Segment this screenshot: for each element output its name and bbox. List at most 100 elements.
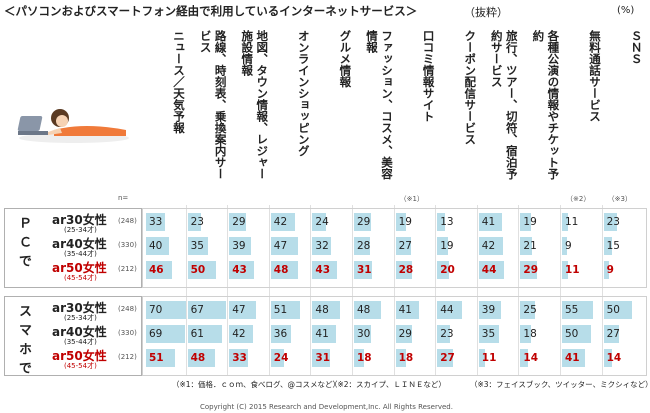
- row-n: (212): [118, 353, 137, 361]
- row-age: (45-54才): [64, 362, 97, 370]
- bar: [603, 261, 609, 279]
- value-label: 44: [481, 264, 497, 276]
- title: ＜パソコンおよびスマートフォン経由で利用しているインターネットサービス＞: [4, 4, 418, 18]
- bar: [312, 325, 336, 343]
- value-label: 55: [565, 304, 579, 316]
- column-header: 各種公演の情報やチケット予約: [531, 30, 561, 180]
- bar: [562, 301, 594, 319]
- column-header: 路線、時刻表、乗換案内サービス: [198, 30, 228, 180]
- value-label: 43: [232, 264, 247, 276]
- value-label: 18: [523, 328, 537, 340]
- row-name: ar50女性: [52, 261, 107, 275]
- row-age: (25-34才): [64, 226, 97, 234]
- value-label: 30: [357, 328, 371, 340]
- footnote: （※3：フェイスブック、ツイッター、ミクシィなど）: [470, 380, 650, 389]
- value-label: 25: [523, 304, 537, 316]
- value-label: 24: [315, 216, 329, 228]
- bar: [603, 237, 613, 255]
- bar: [229, 237, 252, 255]
- value-label: 29: [232, 216, 246, 228]
- value-label: 50: [190, 264, 206, 276]
- value-label: 39: [232, 240, 246, 252]
- bar: [437, 213, 445, 231]
- column-separator: [518, 205, 520, 375]
- column-header: オンラインショッピング: [296, 30, 311, 157]
- bar: [562, 349, 586, 367]
- bar: [187, 213, 201, 231]
- bar: [603, 301, 633, 319]
- value-label: 51: [149, 352, 164, 364]
- bar: [603, 325, 619, 343]
- bar: [270, 237, 298, 255]
- value-label: 67: [190, 304, 204, 316]
- value-label: 42: [273, 216, 288, 228]
- value-label: 48: [273, 264, 289, 276]
- bar: [187, 237, 208, 255]
- value-label: 36: [273, 328, 288, 340]
- value-label: 27: [606, 328, 620, 340]
- bar: [354, 301, 382, 319]
- value-label: 42: [232, 328, 246, 340]
- bar: [562, 325, 591, 343]
- bar: [437, 325, 451, 343]
- group-box: [142, 208, 648, 288]
- value-label: 51: [273, 304, 288, 316]
- column-separator: [352, 205, 353, 375]
- value-label: 27: [398, 240, 412, 252]
- bar: [478, 325, 499, 343]
- bar: [395, 213, 407, 231]
- value-label: 46: [149, 264, 164, 276]
- value-label: 41: [315, 328, 329, 340]
- column-separator: [393, 205, 395, 375]
- value-label: 19: [398, 216, 412, 228]
- row-age: (35-44才): [64, 338, 97, 346]
- bar: [520, 261, 537, 279]
- column-note: （※2）: [566, 195, 591, 203]
- column-header: ファッション、コスメ、美容情報: [365, 30, 394, 180]
- column-header: 地図、タウン情報、レジャー施設情報: [240, 30, 270, 180]
- bar: [229, 325, 254, 343]
- value-label: 19: [440, 240, 454, 252]
- value-label: 48: [357, 304, 371, 316]
- value-label: 41: [481, 216, 496, 228]
- row-n: (330): [118, 241, 137, 249]
- value-label: 23: [440, 328, 454, 340]
- column-separator: [268, 205, 270, 375]
- value-label: 14: [606, 352, 622, 364]
- bar: [478, 349, 486, 367]
- value-label: 70: [149, 304, 163, 316]
- bar: [312, 349, 331, 367]
- value-label: 21: [523, 240, 537, 252]
- row-name: ar30女性: [52, 301, 107, 315]
- value-label: 33: [149, 216, 163, 228]
- bar: [437, 301, 463, 319]
- bar: [520, 349, 529, 367]
- bar: [187, 325, 223, 343]
- value-label: 42: [481, 240, 496, 252]
- bar: [312, 213, 327, 231]
- value-label: 35: [481, 328, 496, 340]
- bar: [562, 237, 568, 255]
- subtitle: （抜粋）: [464, 6, 508, 19]
- row-age: (35-44才): [64, 250, 97, 258]
- bar: [229, 213, 246, 231]
- value-label: 48: [190, 352, 206, 364]
- value-label: 13: [440, 216, 454, 228]
- bar: [270, 325, 292, 343]
- row-name: ar40女性: [52, 237, 107, 251]
- value-label: 9: [565, 240, 572, 252]
- column-separator: [310, 205, 312, 375]
- illustration: [17, 109, 129, 143]
- bar: [312, 261, 337, 279]
- bar: [270, 301, 300, 319]
- column-separator: [185, 205, 187, 375]
- bar: [603, 349, 612, 367]
- copyright: Copyright (C) 2015 Research and Developm…: [200, 403, 453, 411]
- value-label: 32: [315, 240, 329, 252]
- value-label: 29: [398, 328, 412, 340]
- bar: [146, 301, 186, 319]
- bar: [187, 349, 215, 367]
- group-box: [4, 296, 142, 376]
- bar: [270, 349, 285, 367]
- bar: [312, 301, 340, 319]
